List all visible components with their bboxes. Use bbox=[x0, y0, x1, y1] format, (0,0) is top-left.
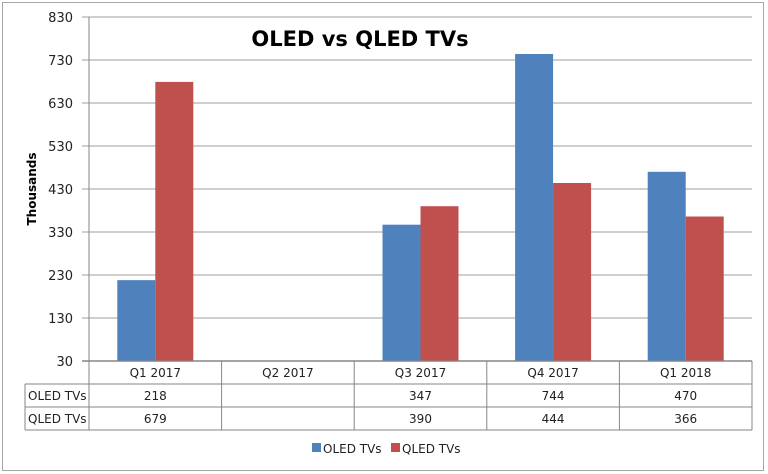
y-tick-label: 130 bbox=[48, 312, 73, 327]
table-cell: 390 bbox=[409, 412, 432, 426]
bar-oled-tvs-q1-2018 bbox=[647, 171, 686, 361]
table-cell: 444 bbox=[542, 412, 565, 426]
table-cell: 366 bbox=[674, 412, 697, 426]
table-cell: 218 bbox=[144, 389, 167, 403]
bar-qled-tvs-q3-2017 bbox=[420, 206, 459, 361]
legend-swatch bbox=[312, 443, 321, 452]
y-tick-label: 730 bbox=[48, 54, 73, 69]
bar-qled-tvs-q1-2017 bbox=[155, 81, 194, 362]
table-cell: 470 bbox=[674, 389, 697, 403]
y-tick-label: 830 bbox=[48, 11, 73, 26]
bar-oled-tvs-q3-2017 bbox=[382, 224, 421, 361]
y-tick-label: 230 bbox=[48, 269, 73, 284]
bar-qled-tvs-q1-2018 bbox=[685, 216, 724, 361]
table-row-label: OLED TVs bbox=[28, 389, 87, 403]
y-tick-label: 530 bbox=[48, 140, 73, 155]
legend-label: QLED TVs bbox=[402, 442, 461, 456]
table-cell: 347 bbox=[409, 389, 432, 403]
bars bbox=[117, 53, 724, 362]
bar-oled-tvs-q1-2017 bbox=[117, 280, 156, 361]
y-tick-label: 30 bbox=[56, 355, 73, 370]
x-tick-label: Q1 2017 bbox=[130, 366, 181, 380]
y-axis-label: Thousands bbox=[25, 152, 39, 225]
y-tick-label: 330 bbox=[48, 226, 73, 241]
x-tick-label: Q2 2017 bbox=[262, 366, 313, 380]
x-tick-label: Q3 2017 bbox=[395, 366, 446, 380]
bar-qled-tvs-q4-2017 bbox=[553, 182, 592, 361]
bar-oled-tvs-q4-2017 bbox=[515, 53, 554, 361]
legend-swatch bbox=[391, 443, 400, 452]
legend-label: OLED TVs bbox=[323, 442, 382, 456]
y-axis-ticks: 830 730 630 530 430 330 230 130 30 bbox=[48, 11, 73, 370]
legend: OLED TVs QLED TVs bbox=[312, 442, 461, 456]
table-cell: 679 bbox=[144, 412, 167, 426]
x-tick-label: Q1 2018 bbox=[660, 366, 711, 380]
y-tick-label: 630 bbox=[48, 97, 73, 112]
table-cell: 744 bbox=[542, 389, 565, 403]
x-tick-label: Q4 2017 bbox=[527, 366, 578, 380]
y-tick-label: 430 bbox=[48, 183, 73, 198]
data-table: Q1 2017 Q2 2017 Q3 2017 Q4 2017 Q1 2018 OLED … bbox=[24, 360, 753, 431]
chart-title: OLED vs QLED TVs bbox=[251, 27, 468, 51]
table-row-label: QLED TVs bbox=[28, 412, 87, 426]
